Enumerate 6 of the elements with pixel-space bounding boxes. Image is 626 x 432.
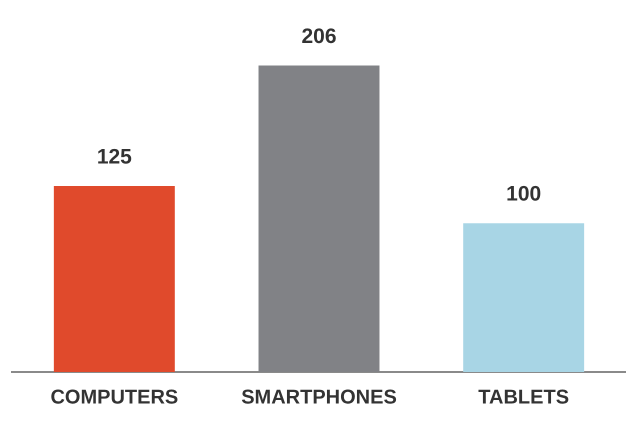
data-label: 206 bbox=[301, 24, 337, 48]
x-tick-label: COMPUTERS bbox=[50, 386, 178, 409]
x-tick-label: SMARTPHONES bbox=[241, 386, 397, 409]
data-label: 100 bbox=[506, 182, 542, 206]
data-label: 125 bbox=[96, 145, 132, 168]
x-tick-label: TABLETS bbox=[478, 386, 570, 409]
